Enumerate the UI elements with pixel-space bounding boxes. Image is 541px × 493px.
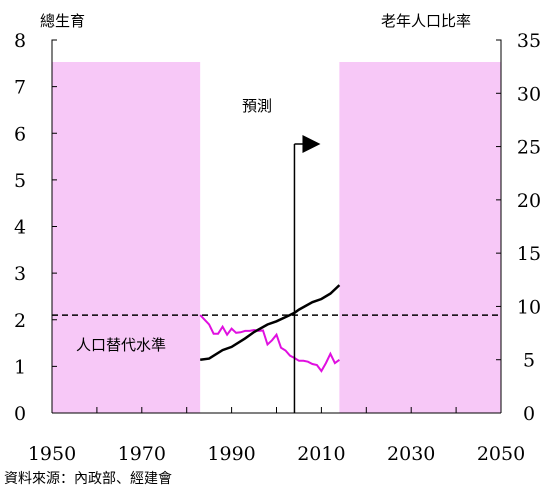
right-tick-label-35: 35 xyxy=(517,30,541,52)
forecast-arrow-head xyxy=(302,135,321,153)
right-tick-label-5: 5 xyxy=(523,350,535,372)
left-tick-label-2: 2 xyxy=(14,310,26,332)
left-tick-label-8: 8 xyxy=(14,30,26,52)
left-axis-label: 總生育 xyxy=(40,12,85,30)
shaded-periods xyxy=(52,62,501,413)
x-tick-label-2050: 2050 xyxy=(477,443,525,465)
left-tick-label-1: 1 xyxy=(14,356,26,378)
forecast-label: 預測 xyxy=(242,97,272,115)
forecast-marker xyxy=(293,135,321,413)
x-tick-label-1970: 1970 xyxy=(118,443,166,465)
x-tick-label-1990: 1990 xyxy=(207,443,255,465)
x-tick-label-1950: 1950 xyxy=(28,443,76,465)
series xyxy=(199,284,341,373)
left-tick-label-3: 3 xyxy=(14,263,26,285)
left-tick-label-5: 5 xyxy=(14,170,26,192)
replacement-level-label: 人口替代水準 xyxy=(76,336,166,354)
series-line-1 xyxy=(200,284,341,361)
left-tick-label-6: 6 xyxy=(14,123,26,145)
shaded-period-1 xyxy=(339,62,501,413)
right-tick-label-10: 10 xyxy=(517,296,541,318)
right-tick-label-15: 15 xyxy=(517,243,541,265)
shaded-period-0 xyxy=(52,62,201,413)
left-tick-label-4: 4 xyxy=(14,217,26,239)
right-tick-label-30: 30 xyxy=(517,83,541,105)
left-tick-label-0: 0 xyxy=(14,403,26,425)
right-tick-label-25: 25 xyxy=(517,137,541,159)
x-tick-label-2010: 2010 xyxy=(297,443,345,465)
source-note: 資料來源：內政部、經建會 xyxy=(4,471,172,487)
chart-labels: 總生育 老年人口比率 預測 人口替代水準 xyxy=(40,12,471,354)
right-tick-label-20: 20 xyxy=(517,190,541,212)
right-axis-label: 老年人口比率 xyxy=(381,12,471,30)
axes: 0 1 2 3 4 5 6 7 8 0 5 10 15 20 25 30 35 1950 1970 1990 2010 2… xyxy=(14,30,541,465)
left-tick-label-7: 7 xyxy=(14,77,26,99)
x-tick-label-2030: 2030 xyxy=(387,443,435,465)
right-tick-label-0: 0 xyxy=(523,403,535,425)
series-line-0 xyxy=(199,314,340,373)
